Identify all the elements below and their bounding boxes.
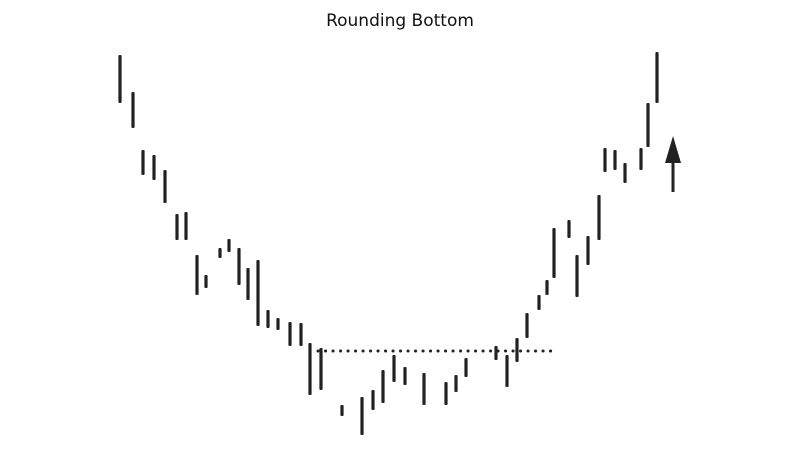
range-bar bbox=[195, 255, 199, 295]
range-bar bbox=[308, 343, 312, 395]
range-bar bbox=[288, 322, 292, 346]
range-bar bbox=[597, 195, 601, 240]
range-bar bbox=[163, 170, 167, 203]
range-bar bbox=[371, 390, 375, 410]
range-bar bbox=[360, 397, 364, 435]
range-bar bbox=[444, 382, 448, 405]
range-bar bbox=[505, 355, 509, 387]
range-bar bbox=[552, 228, 556, 278]
range-bar bbox=[545, 280, 549, 295]
range-bar bbox=[381, 370, 385, 403]
range-bar bbox=[454, 375, 458, 392]
range-bar bbox=[422, 373, 426, 405]
range-bar bbox=[613, 150, 617, 170]
range-bar bbox=[403, 367, 407, 385]
range-bar bbox=[319, 348, 323, 390]
range-bar bbox=[141, 150, 145, 175]
range-bar bbox=[646, 103, 650, 147]
range-bar bbox=[567, 220, 571, 238]
range-bar bbox=[515, 338, 519, 362]
range-bar bbox=[392, 355, 396, 382]
range-bar bbox=[237, 248, 241, 285]
range-bar bbox=[340, 405, 344, 416]
range-bar bbox=[494, 346, 498, 360]
range-bar bbox=[175, 214, 179, 240]
range-bar bbox=[575, 255, 579, 297]
range-bar bbox=[131, 92, 135, 128]
range-bar bbox=[299, 323, 303, 346]
range-bar bbox=[525, 313, 529, 338]
range-bar bbox=[227, 239, 231, 252]
range-bar bbox=[603, 148, 607, 172]
range-bar bbox=[586, 236, 590, 265]
range-bar bbox=[218, 248, 222, 258]
range-bar bbox=[184, 212, 188, 240]
range-bar bbox=[256, 260, 260, 326]
range-bar bbox=[464, 358, 468, 377]
range-bar bbox=[537, 295, 541, 310]
range-bar bbox=[655, 52, 659, 103]
range-bar bbox=[152, 155, 156, 180]
range-bar bbox=[639, 148, 643, 170]
range-bar bbox=[266, 310, 270, 328]
range-bar bbox=[204, 275, 208, 288]
chart-title: Rounding Bottom bbox=[326, 11, 474, 31]
range-bar bbox=[118, 55, 122, 103]
range-bar bbox=[623, 163, 627, 183]
arrow-head bbox=[665, 136, 681, 163]
breakout-arrow bbox=[665, 136, 681, 192]
range-bar bbox=[276, 318, 280, 330]
range-bar bbox=[246, 268, 250, 300]
